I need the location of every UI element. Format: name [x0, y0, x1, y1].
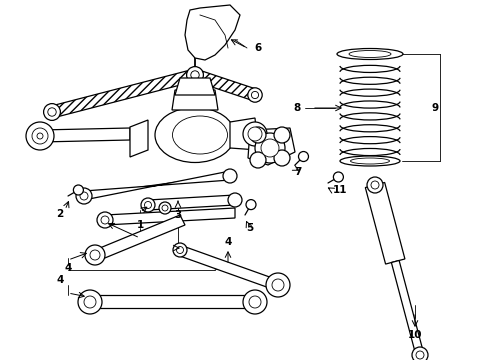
Ellipse shape	[348, 50, 390, 58]
Circle shape	[249, 127, 265, 143]
Text: 10: 10	[407, 330, 421, 340]
Circle shape	[141, 198, 155, 212]
Circle shape	[248, 296, 261, 308]
Polygon shape	[172, 90, 218, 110]
Circle shape	[173, 243, 186, 257]
Ellipse shape	[336, 49, 402, 59]
Circle shape	[298, 152, 308, 162]
Polygon shape	[148, 195, 235, 210]
Text: 2: 2	[56, 209, 63, 219]
Circle shape	[411, 347, 427, 360]
Circle shape	[245, 199, 256, 210]
Text: 5: 5	[246, 223, 253, 233]
Circle shape	[265, 273, 289, 297]
Text: 3: 3	[174, 210, 181, 220]
Polygon shape	[84, 171, 229, 200]
Circle shape	[243, 122, 266, 146]
Circle shape	[162, 205, 168, 211]
Ellipse shape	[172, 116, 227, 154]
Circle shape	[370, 181, 378, 189]
Circle shape	[80, 192, 88, 200]
Polygon shape	[184, 5, 240, 60]
Circle shape	[247, 127, 262, 141]
Circle shape	[273, 150, 289, 166]
Circle shape	[78, 290, 102, 314]
Circle shape	[97, 212, 113, 228]
Circle shape	[415, 351, 423, 359]
Text: 9: 9	[430, 103, 438, 113]
Text: 4: 4	[224, 237, 231, 247]
Circle shape	[227, 193, 242, 207]
Circle shape	[90, 250, 100, 260]
Polygon shape	[193, 69, 256, 101]
Circle shape	[73, 185, 83, 195]
Circle shape	[85, 245, 105, 265]
Circle shape	[254, 133, 285, 163]
Circle shape	[187, 68, 202, 82]
Polygon shape	[390, 261, 423, 356]
Circle shape	[159, 202, 171, 214]
Circle shape	[84, 296, 96, 308]
Circle shape	[223, 169, 237, 183]
Text: 4: 4	[64, 263, 72, 273]
Polygon shape	[229, 118, 258, 150]
Circle shape	[101, 216, 109, 224]
Circle shape	[43, 104, 61, 120]
Circle shape	[48, 108, 56, 116]
Circle shape	[249, 152, 265, 168]
Circle shape	[76, 188, 92, 204]
Circle shape	[186, 67, 203, 84]
Polygon shape	[247, 128, 294, 165]
Polygon shape	[175, 78, 215, 95]
Text: 1: 1	[136, 220, 143, 230]
Circle shape	[176, 247, 183, 253]
Polygon shape	[95, 215, 184, 260]
Circle shape	[366, 177, 382, 193]
Circle shape	[243, 290, 266, 314]
Polygon shape	[90, 295, 254, 308]
Text: 4: 4	[56, 275, 63, 285]
Circle shape	[190, 71, 199, 79]
Circle shape	[144, 202, 151, 208]
Polygon shape	[130, 120, 148, 157]
Circle shape	[261, 139, 279, 157]
Text: 11: 11	[332, 185, 346, 195]
Circle shape	[32, 128, 48, 144]
Ellipse shape	[155, 108, 235, 162]
Circle shape	[26, 122, 54, 150]
Polygon shape	[40, 128, 130, 142]
Polygon shape	[177, 245, 278, 290]
Polygon shape	[105, 208, 235, 225]
Polygon shape	[365, 183, 404, 264]
Circle shape	[191, 71, 198, 78]
Ellipse shape	[339, 156, 399, 166]
Circle shape	[273, 127, 289, 143]
Polygon shape	[50, 69, 196, 118]
Circle shape	[247, 88, 262, 102]
Circle shape	[333, 172, 343, 182]
Circle shape	[251, 91, 258, 99]
Text: 6: 6	[254, 43, 261, 53]
Circle shape	[271, 279, 284, 291]
Circle shape	[37, 133, 43, 139]
Text: 7: 7	[294, 167, 301, 177]
Ellipse shape	[350, 158, 389, 164]
Text: 8: 8	[293, 103, 301, 113]
